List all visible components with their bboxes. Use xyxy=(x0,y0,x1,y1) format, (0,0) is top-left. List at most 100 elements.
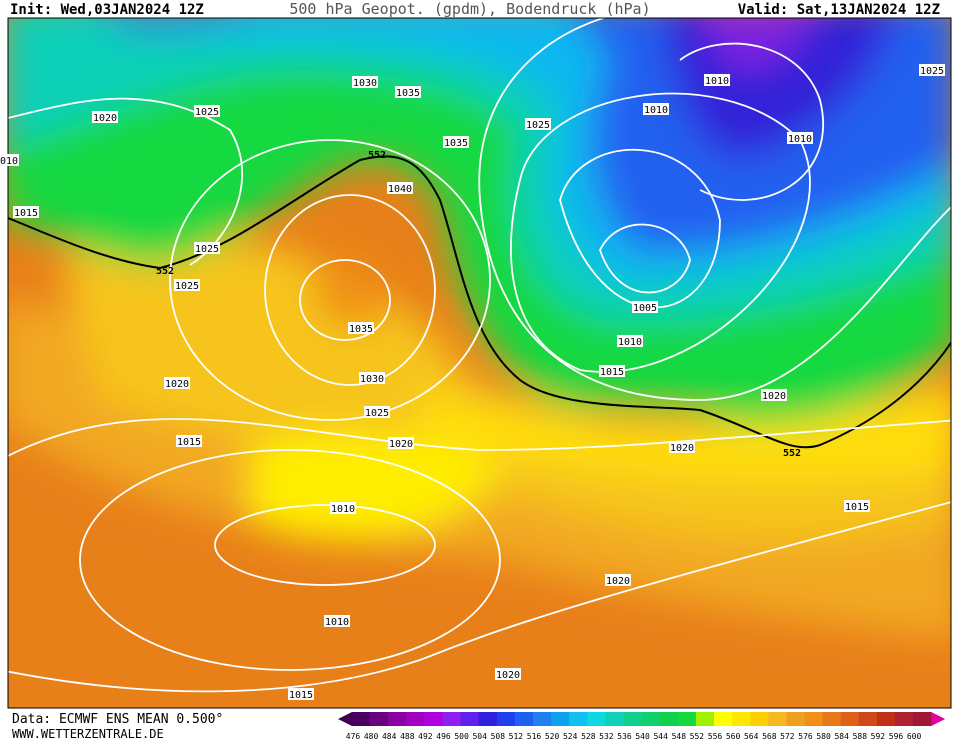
colorbar-label: 584 xyxy=(834,732,849,741)
colorbar-label: 536 xyxy=(617,732,632,741)
label-box xyxy=(704,74,730,86)
label-box xyxy=(844,500,870,512)
colorbar-label: 572 xyxy=(780,732,795,741)
isobar-label: 1015 xyxy=(177,437,201,448)
contour-label: 552 xyxy=(783,448,801,459)
colorbar-label: 532 xyxy=(599,732,614,741)
colorbar-cell xyxy=(876,712,896,726)
isobar-label: 1025 xyxy=(526,120,550,131)
label-box xyxy=(443,136,469,148)
label-box xyxy=(174,279,200,291)
colorbar-label: 592 xyxy=(871,732,886,741)
colorbar-label: 508 xyxy=(491,732,506,741)
isobar-label: 1005 xyxy=(633,303,657,314)
isobar-label: 1025 xyxy=(195,244,219,255)
colorbar-cell xyxy=(768,712,787,726)
colorbar-cell xyxy=(895,712,914,726)
isobar-label: 1030 xyxy=(360,374,384,385)
isobar-label: 1015 xyxy=(289,690,313,701)
colorbar-label: 548 xyxy=(672,732,687,741)
colorbar-label: 528 xyxy=(581,732,596,741)
label-box xyxy=(288,688,314,700)
isobar-label: 1020 xyxy=(606,576,630,587)
isobar-label: 1030 xyxy=(353,78,377,89)
isobar-label: 1025 xyxy=(195,107,219,118)
colorbar-label: 560 xyxy=(726,732,741,741)
colorbar-label: 516 xyxy=(527,732,542,741)
label-box xyxy=(164,377,190,389)
isobar-label: 1035 xyxy=(396,88,420,99)
isobar-label: 1020 xyxy=(389,439,413,450)
isobar-label: 1010 xyxy=(788,134,812,145)
colorbar-label: 568 xyxy=(762,732,777,741)
label-box xyxy=(13,206,39,218)
colorbar-label: 524 xyxy=(563,732,578,741)
label-box xyxy=(669,441,695,453)
label-box xyxy=(92,111,118,123)
colorbar-cell xyxy=(460,712,480,726)
colorbar-cell xyxy=(786,712,805,726)
colorbar-cell xyxy=(641,712,661,726)
colorbar-cell xyxy=(569,712,588,726)
label-box xyxy=(194,105,220,117)
contour-label: 552 xyxy=(368,150,386,161)
label-box xyxy=(0,154,19,166)
label-box xyxy=(388,437,414,449)
colorbar-cell xyxy=(533,712,552,726)
label-box xyxy=(194,242,220,254)
colorbar-cell xyxy=(714,712,733,726)
isobar-label: 1015 xyxy=(600,367,624,378)
map-title: 500 hPa Geopot. (gpdm), Bodendruck (hPa) xyxy=(289,0,650,18)
colorbar-cell xyxy=(587,712,606,726)
colorbar-cell xyxy=(551,712,570,726)
colorbar-cell xyxy=(424,712,443,726)
colorbar-label: 476 xyxy=(346,732,361,741)
isobar-label: 1010 xyxy=(618,337,642,348)
colorbar-arrow-left xyxy=(338,712,352,726)
colorbar-cell xyxy=(623,712,643,726)
colorbar-cell xyxy=(695,712,715,726)
colorbar-label: 552 xyxy=(690,732,705,741)
colorbar-cell xyxy=(406,712,425,726)
label-box xyxy=(359,372,385,384)
label-box xyxy=(348,322,374,334)
isobar-label: 1020 xyxy=(93,113,117,124)
isobar-label: 1010 xyxy=(325,617,349,628)
colorbar-cell xyxy=(677,712,697,726)
colorbar-label: 484 xyxy=(382,732,397,741)
isobar-label: 1035 xyxy=(444,138,468,149)
label-box xyxy=(599,365,625,377)
colorbar-label: 544 xyxy=(653,732,668,741)
isobar-label: 1020 xyxy=(670,443,694,454)
isobar-label: 1010 xyxy=(331,504,355,515)
colorbar-label: 480 xyxy=(364,732,379,741)
colorbar-cell xyxy=(496,712,516,726)
isobar-label: 1015 xyxy=(845,502,869,513)
contour-label: 552 xyxy=(156,266,174,277)
label-box xyxy=(387,182,413,194)
label-box xyxy=(495,668,521,680)
label-box xyxy=(395,86,421,98)
website: WWW.WETTERZENTRALE.DE xyxy=(12,727,164,741)
isobar-labels: 1030 1035 1020 1025 1025 1010 1010 1010 1025 1035… xyxy=(0,64,945,701)
data-source: Data: ECMWF ENS MEAN 0.500° xyxy=(12,712,223,727)
isobar-label: 1040 xyxy=(388,184,412,195)
colorbar-cell xyxy=(605,712,624,726)
isobar-label: 1020 xyxy=(496,670,520,681)
label-box xyxy=(919,64,945,76)
colorbar-cell xyxy=(858,712,878,726)
isobar-label: 1015 xyxy=(14,208,38,219)
colorbar-label: 600 xyxy=(907,732,922,741)
colorbar-cell xyxy=(750,712,769,726)
colorbar-cell xyxy=(732,712,751,726)
colorbar-cell xyxy=(352,712,371,726)
colorbar-cell xyxy=(822,712,842,726)
colorbar-label: 580 xyxy=(816,732,831,741)
label-box xyxy=(761,389,787,401)
label-box xyxy=(787,132,813,144)
isobar-label: 1025 xyxy=(365,408,389,419)
colorbar-label: 564 xyxy=(744,732,759,741)
label-box xyxy=(643,103,669,115)
colorbar-cell xyxy=(804,712,824,726)
